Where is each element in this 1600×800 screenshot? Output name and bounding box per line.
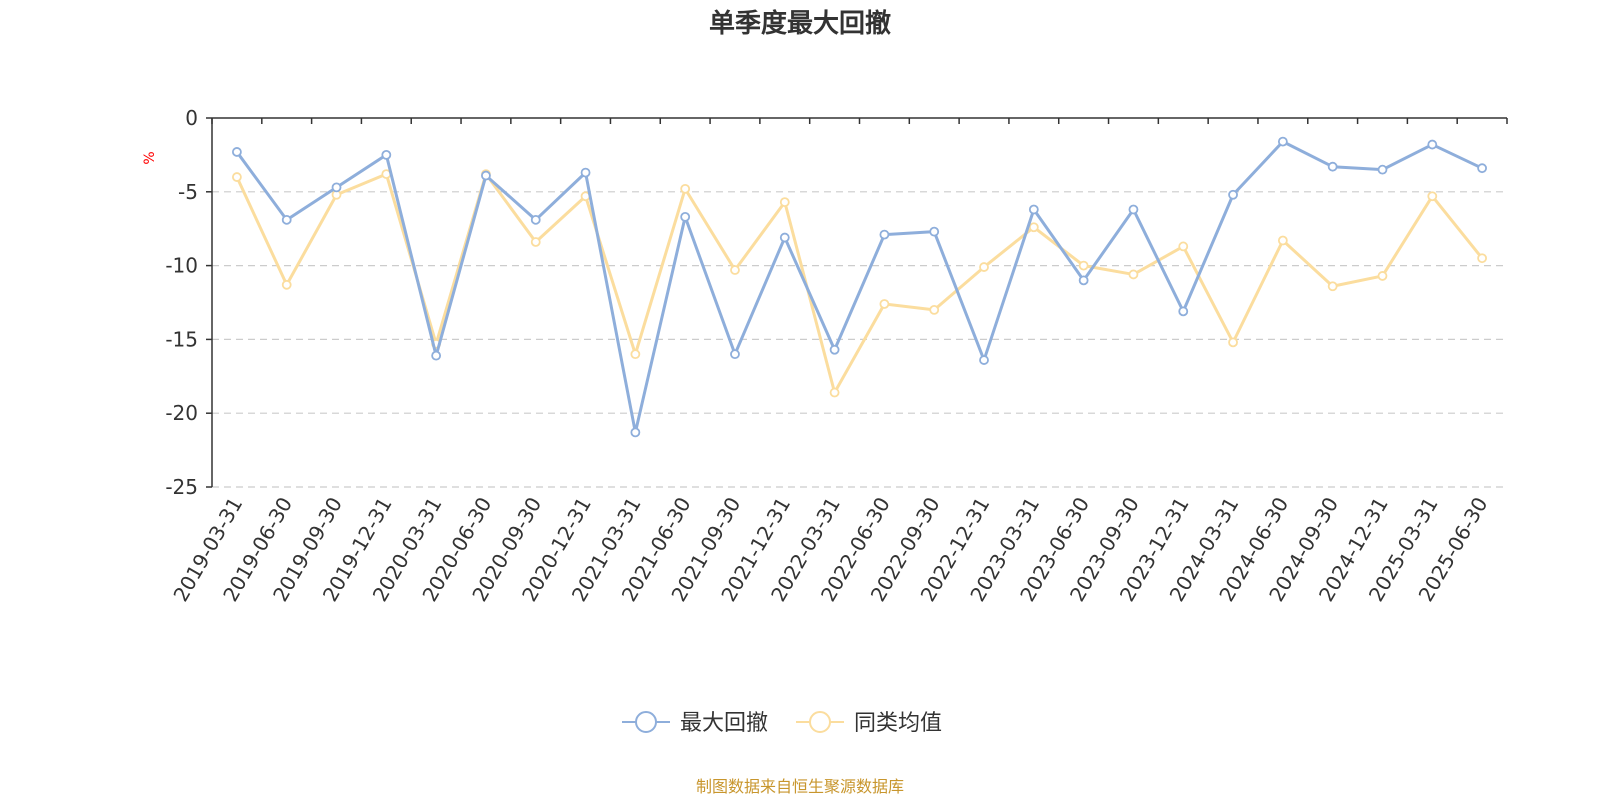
y-tick-label: -10 [165, 254, 198, 278]
y-tick-label: -25 [165, 475, 198, 499]
legend[interactable]: 最大回撤 同类均值 [622, 711, 942, 736]
legend-label: 最大回撤 [680, 711, 768, 736]
legend-item-1[interactable]: 同类均值 [796, 711, 942, 736]
data-point [829, 387, 840, 398]
data-point [779, 232, 790, 243]
data-point [1178, 241, 1189, 252]
source-note: 制图数据来自恒生聚源数据库 [696, 777, 904, 796]
data-point [481, 170, 491, 181]
data-point [929, 226, 940, 237]
data-point [1178, 306, 1189, 317]
y-tick-label: 0 [185, 106, 198, 130]
data-point [730, 349, 740, 360]
legend-marker [635, 711, 657, 733]
data-point [1327, 161, 1338, 172]
data-point [530, 214, 541, 225]
data-point [680, 183, 691, 194]
data-point [1028, 204, 1039, 215]
data-point [1128, 204, 1139, 215]
data-point [1427, 191, 1438, 202]
data-point [829, 344, 840, 355]
y-tick-label: -20 [165, 401, 198, 425]
y-tick-label: -15 [165, 327, 198, 351]
data-point [1078, 275, 1089, 286]
data-point [1377, 271, 1388, 281]
data-point [879, 299, 890, 309]
data-point [580, 167, 591, 178]
data-point [431, 350, 442, 361]
chart-title: 单季度最大回撤 [709, 8, 891, 39]
data-point [730, 265, 740, 275]
data-point [530, 237, 541, 247]
legend-item-0[interactable]: 最大回撤 [622, 711, 768, 736]
data-point [630, 427, 641, 438]
data-point [1028, 222, 1039, 233]
series-0 [232, 136, 1487, 438]
data-point [1277, 136, 1288, 147]
legend-label: 同类均值 [854, 711, 942, 736]
data-point [879, 229, 890, 240]
data-point [1427, 139, 1438, 150]
series-line [235, 172, 1484, 395]
data-point [1327, 281, 1338, 292]
data-point [1128, 269, 1139, 280]
y-tick-label: -5 [178, 180, 198, 204]
legend-marker [809, 711, 831, 733]
axes [206, 117, 1508, 488]
data-point [331, 182, 342, 193]
data-point [779, 197, 790, 208]
series-layer [232, 136, 1487, 438]
data-point [381, 149, 392, 160]
x-tick-labels: 2019-03-312019-06-302019-09-302019-12-31… [168, 493, 1492, 606]
data-point [680, 211, 691, 222]
y-axis-label: % [142, 151, 158, 164]
data-point [1228, 337, 1238, 348]
data-point [1477, 163, 1487, 174]
data-point [979, 262, 989, 272]
data-point [1277, 235, 1288, 246]
series-line [235, 140, 1484, 434]
data-point [232, 147, 242, 157]
data-point [979, 355, 989, 365]
data-point [929, 304, 940, 315]
data-point [1228, 189, 1238, 200]
data-point [281, 279, 292, 290]
data-point [630, 349, 641, 360]
data-point [1377, 164, 1388, 175]
data-point [281, 214, 292, 225]
data-point [1078, 260, 1089, 271]
data-point [1477, 253, 1487, 264]
y-tick-labels: 0 -5 -10 -15 -20 -25 [165, 106, 198, 499]
data-point [232, 172, 242, 182]
series-1 [232, 169, 1487, 398]
